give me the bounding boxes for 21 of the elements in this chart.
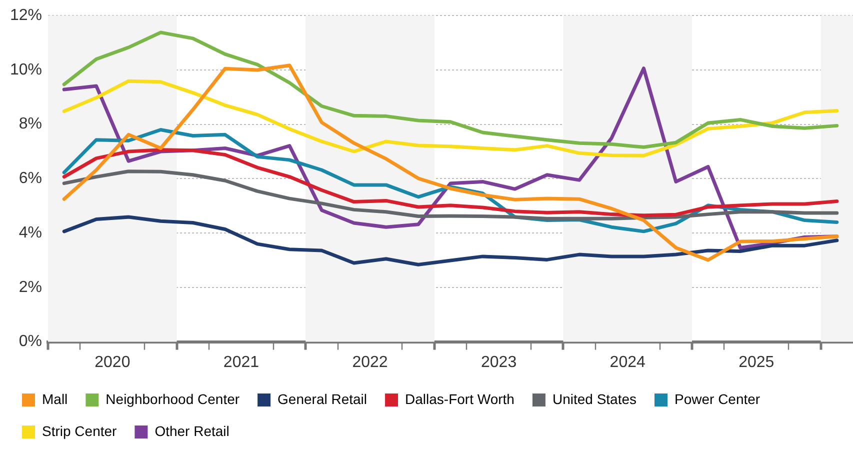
- y-tick-label: 12%: [10, 7, 42, 24]
- x-tick-label: 2024: [610, 354, 646, 371]
- legend-label: Power Center: [674, 390, 760, 407]
- legend-label: Mall: [42, 390, 68, 407]
- x-tick-label: 2020: [94, 354, 130, 371]
- legend-label: Neighborhood Center: [106, 390, 240, 407]
- x-tick-label: 2021: [223, 354, 260, 371]
- y-tick-label: 0%: [18, 333, 42, 350]
- legend-label: Dallas-Fort Worth: [405, 390, 514, 407]
- x-tick-label: 2025: [738, 354, 774, 371]
- y-tick-label: 4%: [18, 224, 42, 242]
- y-tick-label: 2%: [18, 278, 42, 296]
- y-tick-label: 8%: [18, 116, 42, 133]
- legend-label: Other Retail: [154, 422, 230, 439]
- x-tick-label: 2022: [352, 354, 388, 371]
- y-tick-label: 10%: [10, 61, 42, 78]
- legend-label: United States: [552, 390, 637, 407]
- y-tick-label: 6%: [18, 170, 42, 188]
- x-tick-label: 2023: [481, 354, 517, 371]
- legend-label: Strip Center: [42, 422, 118, 439]
- legend-label: General Retail: [278, 390, 368, 407]
